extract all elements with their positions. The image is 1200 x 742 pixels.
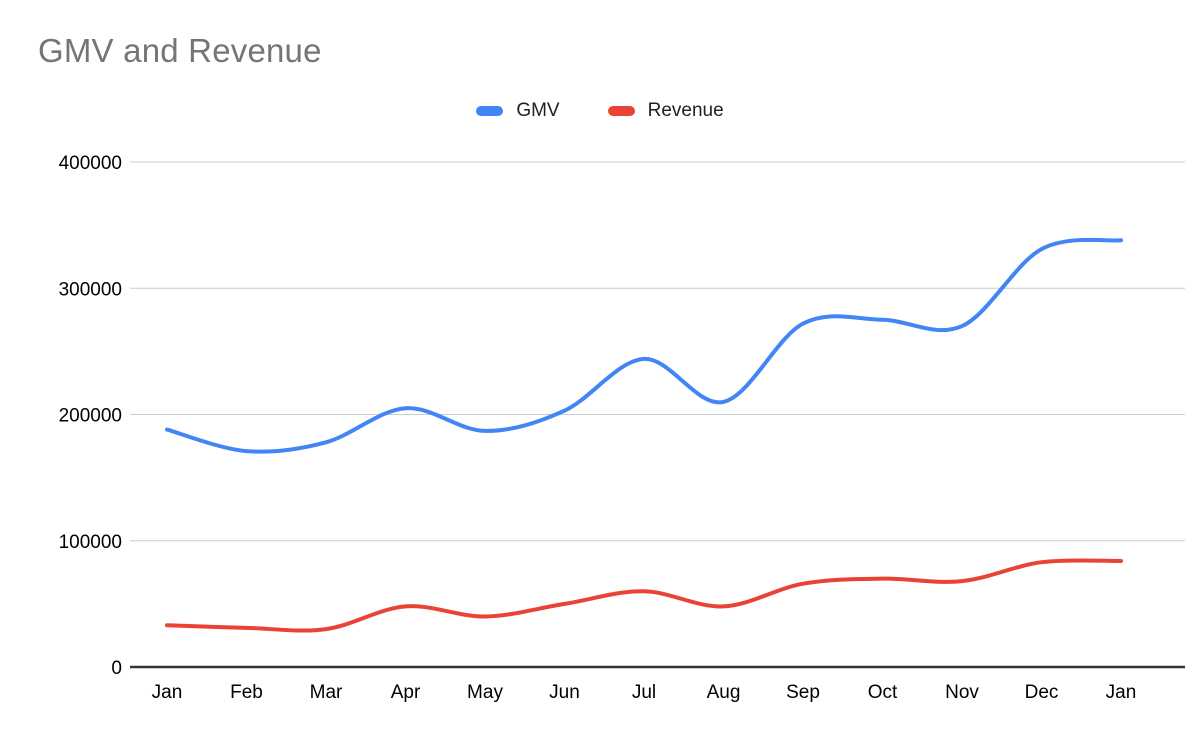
legend-item-gmv: GMV <box>476 100 560 122</box>
x-tick-label: Nov <box>945 682 979 703</box>
x-tick-label: Jun <box>549 682 580 703</box>
y-tick-label: 400000 <box>59 153 122 174</box>
x-tick-label: Apr <box>391 682 421 703</box>
revenue-legend-swatch-icon <box>607 106 635 116</box>
x-tick-label: Oct <box>868 682 898 703</box>
y-tick-label: 300000 <box>59 279 122 300</box>
revenue-series-line <box>165 558 1123 633</box>
legend: GMV Revenue <box>0 100 1200 122</box>
x-tick-label: Jul <box>632 682 656 703</box>
x-tick-label: Aug <box>707 682 741 703</box>
x-tick-label: Mar <box>310 682 343 703</box>
gmv-legend-swatch-icon <box>476 106 504 116</box>
revenue-legend-label: Revenue <box>647 100 724 121</box>
chart-title: GMV and Revenue <box>38 32 322 69</box>
y-tick-label: 200000 <box>59 406 122 427</box>
gmv-series-line <box>165 237 1123 454</box>
x-tick-label: May <box>467 682 503 703</box>
legend-item-revenue: Revenue <box>607 100 724 122</box>
y-tick-label: 100000 <box>59 532 122 553</box>
x-tick-label: Jan <box>1106 682 1137 703</box>
x-tick-label: Jan <box>152 682 183 703</box>
gmv-legend-label: GMV <box>516 100 560 121</box>
y-tick-label: 0 <box>111 658 122 679</box>
x-tick-label: Sep <box>786 682 820 703</box>
x-tick-label: Feb <box>230 682 263 703</box>
x-tick-label: Dec <box>1025 682 1059 703</box>
